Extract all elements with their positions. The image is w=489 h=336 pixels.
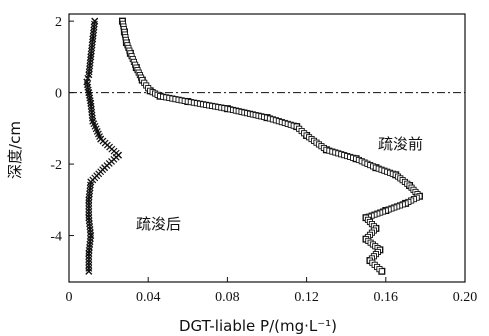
plot-area [68, 13, 466, 283]
y-axis-title: 深度/cm [6, 121, 24, 179]
marker-fill [85, 252, 93, 260]
marker-fill [85, 267, 93, 275]
series-before [118, 17, 423, 275]
marker-fill [85, 249, 93, 257]
x-tick-label: 0.20 [453, 290, 478, 305]
series-group [83, 17, 423, 275]
series-label-before: 疏浚前 [378, 135, 423, 153]
y-tick-label: 2 [55, 15, 62, 30]
x-tick-label: 0 [66, 290, 73, 305]
marker-fill [85, 208, 93, 216]
y-tick-label: -2 [50, 158, 62, 173]
marker-fill [85, 202, 93, 210]
marker-fill [85, 258, 93, 266]
marker-fill [85, 255, 93, 263]
series-label-after: 疏浚后 [136, 215, 181, 233]
ticks-group: 0 0.04 0.08 0.12 0.16 0.20 2 0 -2 -4 [50, 15, 477, 305]
series-after [83, 17, 122, 275]
x-tick-label: 0.04 [136, 290, 161, 305]
x-tick-label: 0.08 [215, 290, 240, 305]
marker-fill [85, 196, 93, 204]
x-tick-label: 0.12 [294, 290, 319, 305]
y-tick-label: 0 [55, 87, 62, 102]
y-tick-label: -4 [50, 230, 62, 245]
x-axis-title: DGT-liable P/(mg·L⁻¹) [179, 317, 337, 335]
marker-fill [85, 264, 93, 272]
marker-fill [85, 211, 93, 219]
marker-fill [378, 268, 385, 275]
marker-fill [85, 199, 93, 207]
marker-fill [85, 205, 93, 213]
x-tick-label: 0.16 [374, 290, 399, 305]
marker-fill [85, 261, 93, 269]
